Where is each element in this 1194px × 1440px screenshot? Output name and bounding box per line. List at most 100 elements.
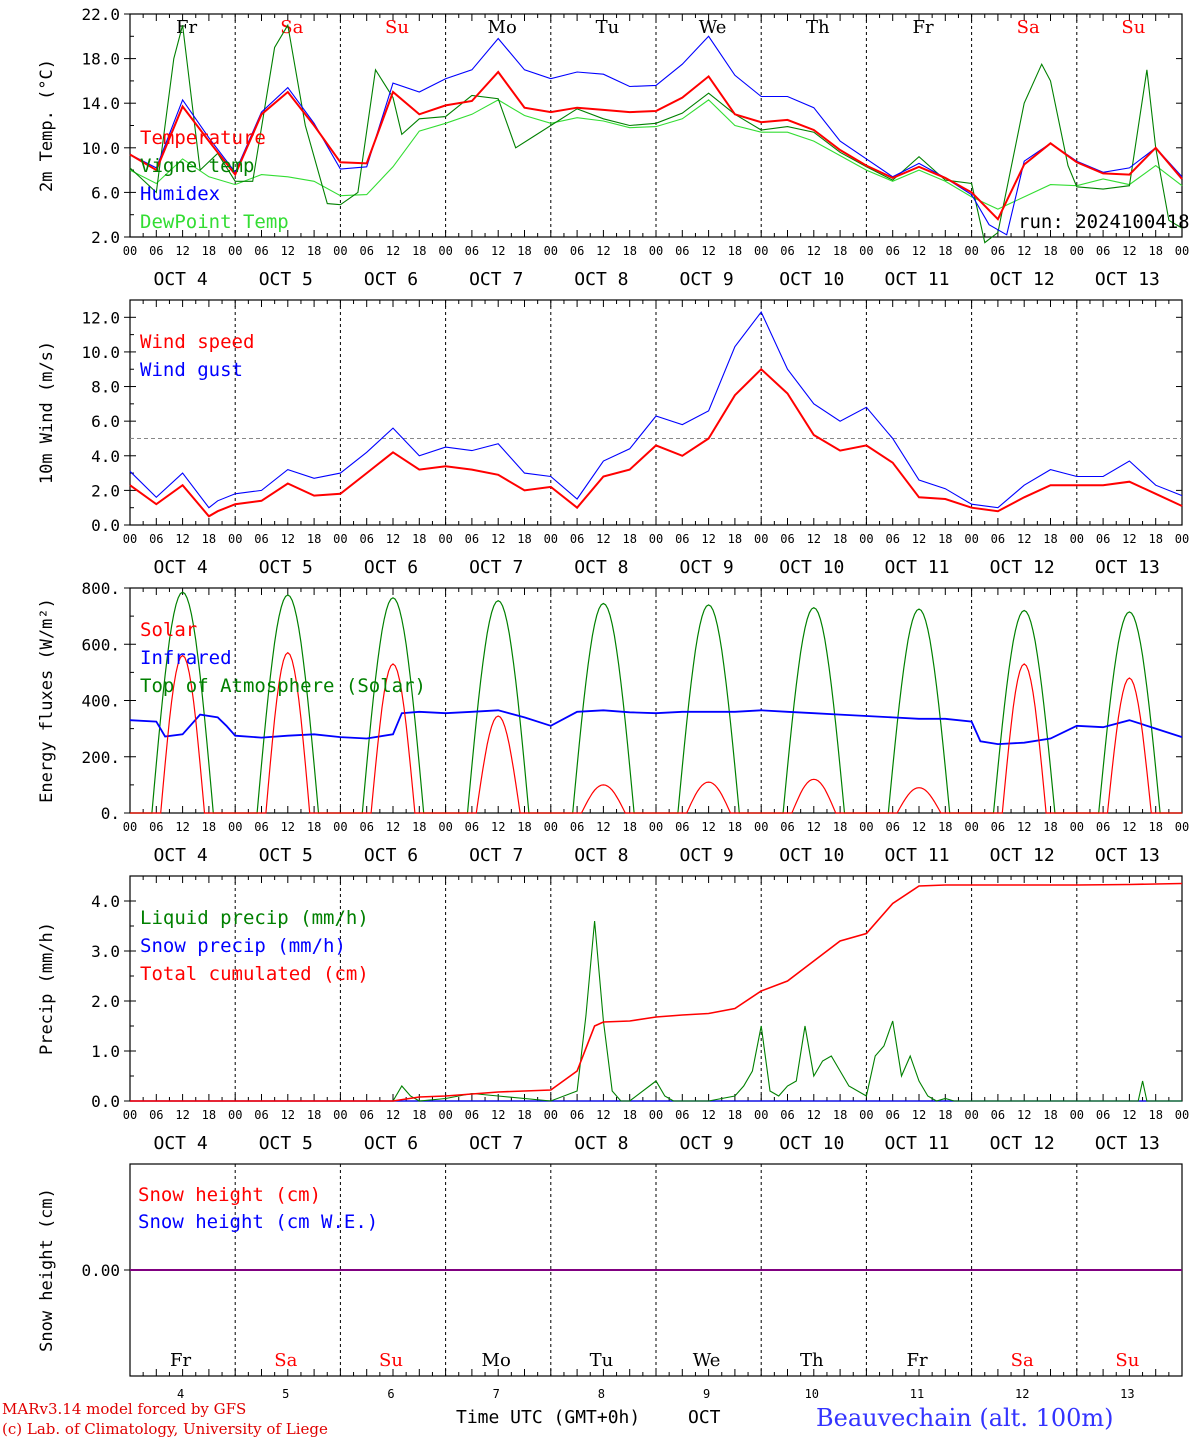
hour-label: 18: [307, 1108, 321, 1122]
hour-label: 18: [1148, 244, 1162, 258]
hour-label: 00: [1070, 820, 1084, 834]
date-label: OCT 10: [779, 269, 844, 290]
hour-label: 18: [307, 532, 321, 546]
day-name-top: Mo: [488, 17, 517, 38]
date-label: OCT 7: [469, 557, 523, 578]
legend-wind-speed: Wind speed: [140, 331, 254, 353]
panel-snow-legend: Snow height (cm) Snow height (cm W.E.): [138, 1184, 378, 1233]
y-tick-label: 0.0: [91, 1092, 120, 1111]
hour-label: 18: [517, 1108, 531, 1122]
hour-label: 00: [859, 1108, 873, 1122]
hour-label: 06: [359, 820, 373, 834]
hour-label: 06: [465, 532, 479, 546]
hour-label: 00: [754, 244, 768, 258]
day-name-top: Su: [385, 17, 409, 38]
date-label: OCT 4: [154, 557, 208, 578]
hour-label: 12: [912, 532, 926, 546]
y-tick-label: 12.0: [81, 308, 120, 327]
panel-energy-legend: Solar Infrared Top of Atmosphere (Solar): [140, 619, 426, 697]
series-line-humidex: [129, 35, 1183, 236]
y-tick-label: 4.0: [91, 447, 120, 466]
y-tick-label: 600.: [81, 635, 120, 654]
month-label: OCT: [688, 1407, 721, 1428]
hour-label: 18: [622, 532, 636, 546]
hour-label: 12: [596, 532, 610, 546]
hour-label: 00: [1175, 532, 1189, 546]
hour-label: 00: [438, 244, 452, 258]
hour-label: 12: [175, 820, 189, 834]
date-label: OCT 6: [364, 1133, 418, 1154]
date-label: OCT 9: [680, 269, 734, 290]
hour-label: 00: [754, 1108, 768, 1122]
hour-label: 18: [938, 244, 952, 258]
y-tick-label: 0.0: [91, 516, 120, 535]
hour-label: 18: [833, 820, 847, 834]
hour-label: 18: [728, 820, 742, 834]
y-tick-label: 2.0: [91, 481, 120, 500]
hour-label: 06: [780, 820, 794, 834]
hour-label: 06: [675, 820, 689, 834]
hour-label: 12: [1122, 532, 1136, 546]
hour-label: 18: [307, 244, 321, 258]
hour-label: 18: [202, 820, 216, 834]
panel-precip-legend: Liquid precip (mm/h) Snow precip (mm/h) …: [140, 907, 369, 985]
y-tick-label: 6.0: [91, 183, 120, 202]
date-label: OCT 12: [990, 1133, 1055, 1154]
day-name-top: Sa: [1017, 17, 1040, 38]
hour-label: 00: [228, 532, 242, 546]
hour-label: 06: [885, 820, 899, 834]
day-number: 8: [598, 1387, 605, 1401]
hour-label: 00: [754, 532, 768, 546]
legend-toa-solar: Top of Atmosphere (Solar): [140, 675, 426, 697]
series-line-temperature: [129, 70, 1183, 221]
hour-label: 00: [964, 820, 978, 834]
day-name-bottom: Fr: [170, 1350, 191, 1371]
date-label: OCT 11: [884, 557, 949, 578]
y-tick-label: 4.0: [91, 892, 120, 911]
hour-label: 00: [333, 532, 347, 546]
legend-temperature: Temperature: [140, 127, 266, 149]
date-label: OCT 9: [680, 845, 734, 866]
day-name-bottom: Sa: [1011, 1350, 1034, 1371]
hour-label: 12: [701, 1108, 715, 1122]
hour-label: 06: [254, 532, 268, 546]
legend-dewpoint: DewPoint Temp: [140, 211, 289, 233]
hour-label: 18: [412, 532, 426, 546]
hour-label: 06: [254, 820, 268, 834]
hour-label: 12: [491, 532, 505, 546]
hour-label: 00: [333, 244, 347, 258]
hour-label: 00: [123, 532, 137, 546]
date-label: OCT 8: [574, 845, 628, 866]
date-label: OCT 4: [154, 269, 208, 290]
hour-label: 00: [859, 244, 873, 258]
hour-label: 12: [1017, 1108, 1031, 1122]
day-name-bottom: Mo: [482, 1350, 511, 1371]
hour-label: 00: [228, 244, 242, 258]
date-label: OCT 12: [990, 557, 1055, 578]
hour-label: 12: [281, 1108, 295, 1122]
series-line-liquid-precip-mm-h-: [130, 920, 1182, 1102]
hour-label: 18: [622, 244, 636, 258]
hour-label: 06: [359, 532, 373, 546]
hour-label: 06: [465, 1108, 479, 1122]
hour-label: 00: [859, 532, 873, 546]
hour-label: 18: [1148, 1108, 1162, 1122]
date-label: OCT 5: [259, 845, 313, 866]
date-label: OCT 6: [364, 557, 418, 578]
hour-label: 18: [622, 1108, 636, 1122]
hour-label: 00: [1175, 820, 1189, 834]
day-name-bottom: Sa: [274, 1350, 297, 1371]
panel-frame: [129, 13, 1183, 238]
hour-label: 06: [570, 244, 584, 258]
hour-label: 06: [149, 532, 163, 546]
date-label: OCT 7: [469, 845, 523, 866]
date-label: OCT 13: [1095, 845, 1160, 866]
y-tick-label: 0.00: [81, 1261, 120, 1280]
hour-label: 06: [254, 1108, 268, 1122]
date-label: OCT 7: [469, 269, 523, 290]
hour-label: 12: [596, 1108, 610, 1122]
hour-label: 12: [807, 532, 821, 546]
y-tick-label: 22.0: [81, 5, 120, 24]
date-label: OCT 5: [259, 557, 313, 578]
